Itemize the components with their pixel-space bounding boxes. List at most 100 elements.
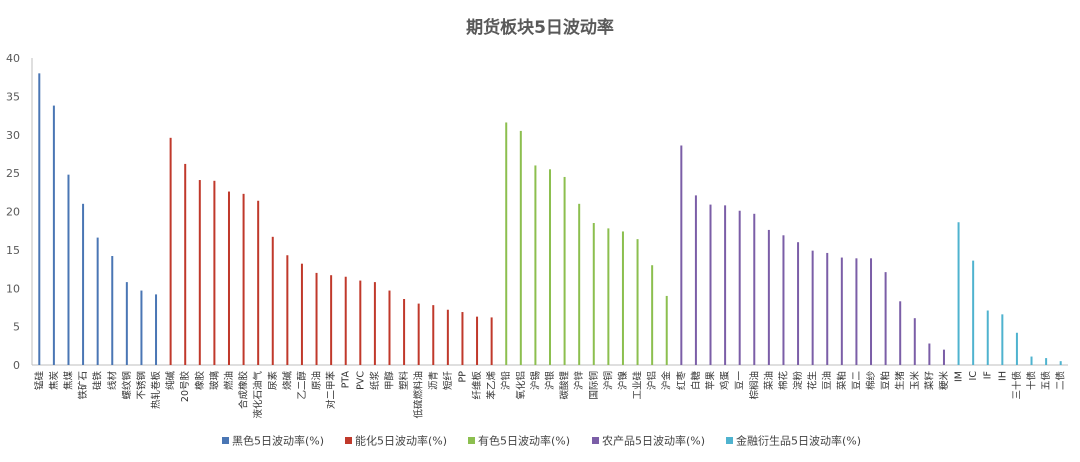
x-tick-label: 苹果 bbox=[705, 371, 717, 391]
x-tick-label: 菜粕 bbox=[836, 371, 848, 390]
x-tick-label: IH bbox=[997, 371, 1008, 381]
bar bbox=[549, 169, 551, 365]
legend-swatch bbox=[222, 437, 229, 444]
x-tick-label: 对二甲苯 bbox=[325, 371, 337, 410]
bar bbox=[899, 301, 902, 365]
x-tick-label: PTA bbox=[341, 371, 352, 389]
bar bbox=[344, 276, 347, 365]
x-tick-label: 工业硅 bbox=[632, 371, 644, 400]
x-tick-label: 燃油 bbox=[223, 371, 235, 390]
x-tick-label: 甲醇 bbox=[383, 371, 395, 391]
bar bbox=[826, 252, 829, 365]
x-tick-label: 沪镍 bbox=[617, 371, 629, 391]
bar bbox=[986, 310, 989, 365]
bar bbox=[724, 205, 727, 365]
bar bbox=[198, 180, 201, 365]
bar bbox=[1045, 358, 1048, 365]
bar bbox=[67, 174, 70, 365]
x-tick-label: 沪银 bbox=[544, 371, 556, 391]
bar bbox=[300, 263, 303, 365]
legend-label: 能化5日波动率(%) bbox=[355, 434, 447, 448]
bar bbox=[315, 272, 318, 365]
bar bbox=[665, 295, 668, 365]
legend-swatch bbox=[468, 437, 475, 444]
x-tick-label: 玉米 bbox=[909, 371, 921, 391]
x-tick-label: 国际铜 bbox=[588, 371, 600, 400]
x-tick-label: 淀粉 bbox=[792, 371, 804, 391]
x-tick-label: 不锈钢 bbox=[135, 371, 147, 400]
x-tick-label: 十债 bbox=[1026, 371, 1038, 391]
legend: 黑色5日波动率(%) 能化5日波动率(%) 有色5日波动率(%) 农产品5日波动率(%… bbox=[222, 434, 861, 448]
bar bbox=[870, 258, 873, 365]
x-tick-label: 沪铅 bbox=[500, 371, 512, 391]
bar bbox=[96, 237, 99, 365]
x-tick-label: 20号胶 bbox=[179, 371, 191, 403]
bar bbox=[913, 318, 916, 365]
x-tick-label: 鸡蛋 bbox=[719, 371, 731, 391]
y-tick-label: 20 bbox=[6, 206, 20, 219]
bar bbox=[738, 210, 741, 365]
y-tick-label: 15 bbox=[6, 244, 20, 257]
bar bbox=[884, 272, 887, 365]
x-tick-label: 苯乙烯 bbox=[486, 371, 498, 400]
bar bbox=[972, 260, 975, 365]
bar bbox=[592, 223, 595, 365]
y-tick-label: 35 bbox=[6, 90, 20, 103]
bar bbox=[782, 235, 785, 365]
bar bbox=[505, 122, 508, 365]
x-tick-label: 纯碱 bbox=[165, 371, 177, 391]
bar bbox=[651, 265, 654, 365]
bar bbox=[155, 294, 158, 365]
bar bbox=[82, 203, 85, 365]
x-tick-label: 烧碱 bbox=[281, 371, 293, 391]
bar bbox=[140, 290, 143, 365]
y-tick-label: 25 bbox=[6, 167, 20, 180]
x-tick-label: 原油 bbox=[311, 371, 323, 390]
bar bbox=[227, 191, 230, 365]
x-tick-label: 纤维板 bbox=[471, 371, 483, 400]
bar bbox=[490, 317, 493, 365]
bar bbox=[840, 257, 843, 365]
bar bbox=[417, 303, 420, 365]
bars bbox=[38, 73, 1062, 366]
legend-label: 金融衍生品5日波动率(%) bbox=[736, 434, 861, 448]
bar bbox=[446, 309, 449, 365]
x-tick-label: 玻璃 bbox=[208, 371, 220, 390]
x-tick-label: 五债 bbox=[1040, 371, 1052, 391]
bar bbox=[476, 316, 479, 365]
x-tick-label: IM bbox=[954, 371, 965, 382]
y-tick-label: 30 bbox=[6, 129, 20, 142]
bar bbox=[797, 242, 800, 365]
x-tick-label: 沪铜 bbox=[602, 371, 614, 390]
bar bbox=[957, 222, 960, 365]
x-tick-label: 白糖 bbox=[690, 371, 702, 391]
bar bbox=[680, 145, 683, 365]
bar bbox=[1001, 314, 1004, 365]
x-tick-label: 菜籽 bbox=[923, 371, 935, 391]
bar bbox=[709, 204, 712, 365]
x-tick-label: 焦煤 bbox=[62, 371, 74, 391]
x-tick-label: 热轧卷板 bbox=[150, 371, 162, 410]
bar bbox=[928, 343, 931, 365]
x-tick-label: 线材 bbox=[106, 371, 118, 391]
bar bbox=[184, 163, 187, 365]
bar bbox=[359, 280, 362, 365]
bar bbox=[461, 312, 464, 365]
x-tick-label: 沪铝 bbox=[646, 371, 658, 390]
x-tick-label: 橡胶 bbox=[194, 371, 206, 391]
bar bbox=[286, 255, 289, 365]
bar bbox=[519, 130, 522, 365]
bar bbox=[753, 213, 756, 365]
x-tick-label: PP bbox=[457, 371, 468, 383]
x-tick-label: 豆一 bbox=[735, 371, 746, 391]
legend-swatch bbox=[345, 437, 352, 444]
x-tick-label: 螺纹钢 bbox=[121, 371, 133, 400]
x-tick-label: 尿素 bbox=[267, 371, 279, 391]
x-tick-label: 粳米 bbox=[938, 371, 950, 391]
x-tick-label: IF bbox=[983, 371, 994, 379]
bar bbox=[1030, 356, 1033, 365]
bar bbox=[1059, 361, 1062, 365]
x-tick-label: 豆二 bbox=[851, 371, 862, 390]
bar bbox=[855, 258, 858, 365]
x-tick-label: 锰硅 bbox=[33, 371, 45, 391]
